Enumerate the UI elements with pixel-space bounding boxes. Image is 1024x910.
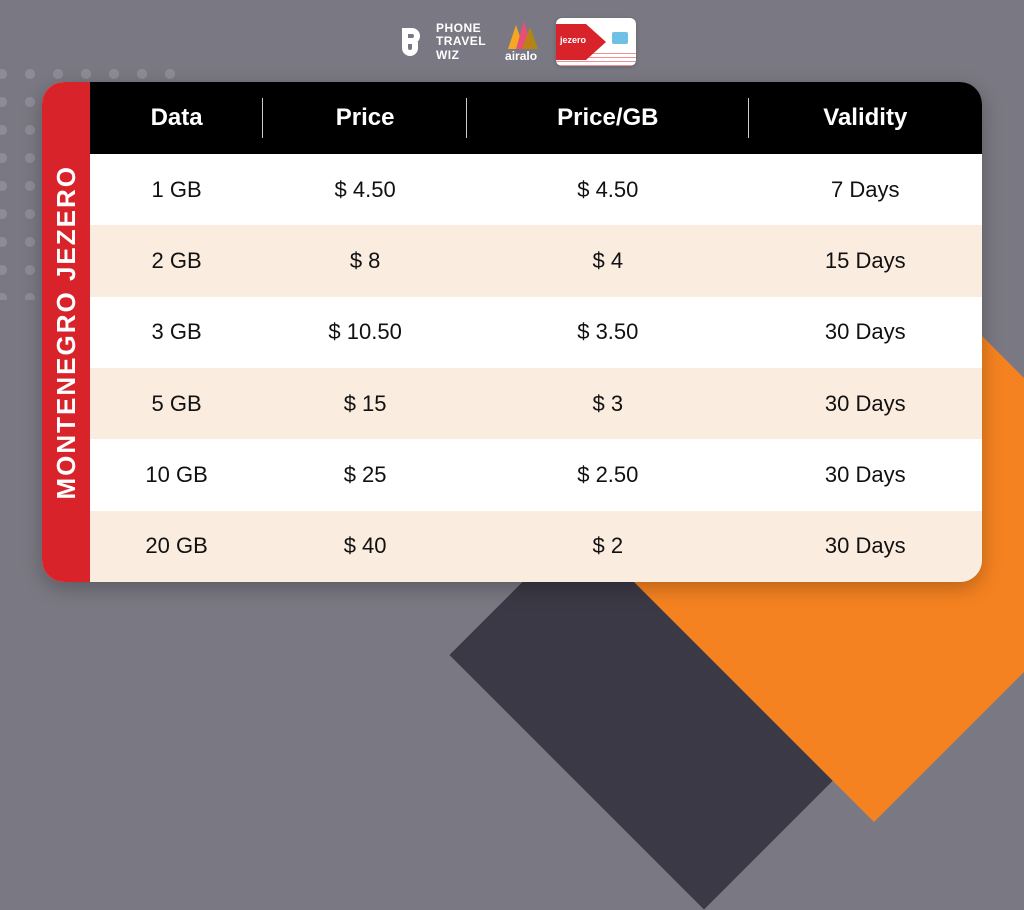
cell-price-gb: $ 2 [467, 511, 749, 582]
cell-price-gb: $ 4.50 [467, 154, 749, 225]
table-row: 2 GB $ 8 $ 4 15 Days [90, 225, 982, 296]
col-validity: Validity [749, 82, 982, 154]
cell-price: $ 8 [263, 225, 467, 296]
sim-chip-icon [612, 32, 628, 44]
cell-data: 5 GB [90, 368, 263, 439]
table-row: 5 GB $ 15 $ 3 30 Days [90, 368, 982, 439]
pricing-card: MONTENEGRO JEZERO PHONE TRAVEL WIZ Data … [42, 82, 982, 582]
table-container: PHONE TRAVEL WIZ Data Price Price/GB Val… [90, 82, 982, 582]
ptw-icon [388, 22, 428, 62]
table-header-row: Data Price Price/GB Validity [90, 82, 982, 154]
cell-price-gb: $ 4 [467, 225, 749, 296]
cell-price: $ 15 [263, 368, 467, 439]
card-brand-text: jezero [560, 35, 586, 45]
ptw-line-2: TRAVEL [436, 35, 486, 48]
ptw-text: PHONE TRAVEL WIZ [436, 22, 486, 62]
cell-data: 3 GB [90, 297, 263, 368]
ptw-line-3: WIZ [436, 49, 486, 62]
sidebar-title: MONTENEGRO JEZERO [51, 165, 82, 499]
col-price-gb: Price/GB [467, 82, 749, 154]
cell-price: $ 10.50 [263, 297, 467, 368]
table-row: 1 GB $ 4.50 $ 4.50 7 Days [90, 154, 982, 225]
cell-validity: 30 Days [749, 511, 982, 582]
cell-validity: 30 Days [749, 368, 982, 439]
pricing-table: Data Price Price/GB Validity 1 GB $ 4.50… [90, 82, 982, 582]
header-logos: PHONE TRAVEL WIZ airalo jezero [0, 14, 1024, 70]
cell-data: 10 GB [90, 439, 263, 510]
cell-price-gb: $ 3 [467, 368, 749, 439]
col-data: Data [90, 82, 263, 154]
cell-price-gb: $ 2.50 [467, 439, 749, 510]
airalo-text: airalo [505, 49, 537, 63]
cell-validity: 15 Days [749, 225, 982, 296]
table-row: 3 GB $ 10.50 $ 3.50 30 Days [90, 297, 982, 368]
table-row: 20 GB $ 40 $ 2 30 Days [90, 511, 982, 582]
cell-price: $ 4.50 [263, 154, 467, 225]
cell-data: 20 GB [90, 511, 263, 582]
airalo-logo: airalo [504, 21, 538, 63]
table-row: 10 GB $ 25 $ 2.50 30 Days [90, 439, 982, 510]
cell-data: 1 GB [90, 154, 263, 225]
cell-validity: 7 Days [749, 154, 982, 225]
airalo-icon [504, 21, 538, 49]
cell-data: 2 GB [90, 225, 263, 296]
cell-price: $ 40 [263, 511, 467, 582]
cell-price-gb: $ 3.50 [467, 297, 749, 368]
col-price: Price [263, 82, 467, 154]
phone-travel-wiz-logo: PHONE TRAVEL WIZ [388, 22, 486, 62]
sidebar: MONTENEGRO JEZERO [42, 82, 90, 582]
jezero-sim-card-logo: jezero [556, 18, 636, 66]
card-wave-pattern [556, 52, 636, 66]
cell-price: $ 25 [263, 439, 467, 510]
cell-validity: 30 Days [749, 439, 982, 510]
cell-validity: 30 Days [749, 297, 982, 368]
